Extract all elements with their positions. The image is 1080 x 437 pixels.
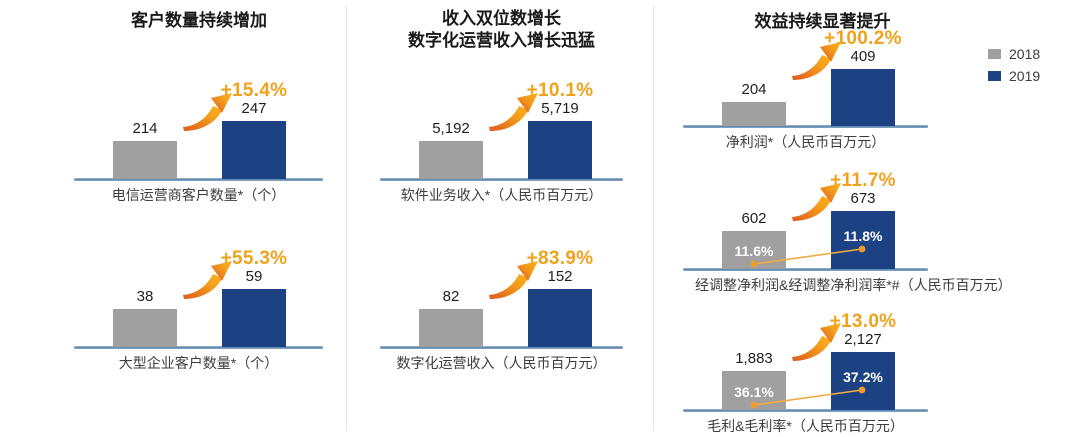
value-2019: 5,719	[541, 100, 579, 117]
bar-2019	[528, 121, 592, 179]
bar-2019	[831, 69, 895, 126]
bar-2019	[831, 352, 895, 410]
column-title-profitability: 效益持续显著提升	[700, 11, 945, 33]
margin-2018: 36.1%	[734, 384, 774, 400]
x-axis-label: 大型企业客户数量*（个）	[118, 355, 279, 371]
legend: 2018 2019	[988, 46, 1040, 90]
bar-2018	[419, 141, 483, 179]
growth-label: +100.2%	[824, 28, 902, 49]
value-2018: 214	[132, 120, 158, 137]
value-2019: 152	[547, 268, 573, 285]
chart-software-business-revenue: +10.1% 5,192 5,719 软件业务收入*（人民币百万元）	[380, 76, 623, 205]
growth-label: +10.1%	[526, 80, 594, 101]
growth-arrow-icon	[183, 261, 232, 299]
legend-label-2018: 2018	[1009, 46, 1041, 62]
legend-item-2018: 2018	[988, 46, 1040, 62]
growth-label: +11.7%	[830, 170, 896, 191]
column-title-customers: 客户数量持续增加	[74, 10, 324, 32]
column-divider	[346, 6, 347, 431]
axis-baseline	[683, 409, 928, 412]
growth-label: +83.9%	[526, 248, 594, 269]
value-2018: 602	[741, 210, 767, 227]
margin-trend-connector	[750, 245, 866, 268]
chart-large-enterprise-customers: +55.3% 38 59 大型企业客户数量*（个）	[74, 244, 323, 373]
plot-area: +100.2% 204 409	[683, 23, 928, 128]
legend-swatch-2018	[988, 49, 1001, 59]
plot-area: +83.9% 82 152	[380, 244, 623, 349]
value-2018: 204	[741, 81, 767, 98]
bar-2019	[528, 289, 592, 347]
axis-baseline	[74, 346, 323, 349]
x-axis-label: 软件业务收入*（人民币百万元）	[400, 187, 603, 203]
value-2018: 1,883	[735, 350, 773, 367]
plot-area: +10.1% 5,192 5,719	[380, 76, 623, 181]
growth-arrow-icon	[489, 93, 538, 131]
value-2019: 409	[850, 48, 876, 65]
legend-item-2019: 2019	[988, 68, 1040, 84]
chart-digital-operation-revenue: +83.9% 82 152 数字化运营收入（人民币百万元）	[380, 244, 623, 373]
legend-label-2019: 2019	[1009, 68, 1041, 84]
chart-adjusted-net-profit-margin: +11.7% 11.6% 11.8% 602 673 经调整净利润&经调整净利润…	[683, 166, 1012, 295]
x-axis-label: 数字化运营收入（人民币百万元）	[396, 355, 607, 371]
growth-arrow-icon	[183, 93, 232, 131]
column-divider	[653, 6, 654, 431]
plot-area: +15.4% 214 247	[74, 76, 323, 181]
chart-telecom-operator-customers: +15.4% 214 247 电信运营商客户数量*（个）	[74, 76, 323, 205]
margin-2018: 11.6%	[734, 243, 774, 259]
bar-2018	[113, 309, 177, 347]
growth-arrow-icon	[792, 323, 841, 361]
column-title-revenue: 收入双位数增长 数字化运营收入增长迅猛	[380, 8, 623, 52]
x-axis-label: 经调整净利润&经调整净利润率*#（人民币百万元）	[695, 277, 1012, 293]
x-axis-label: 净利润*（人民币百万元）	[725, 134, 886, 150]
chart-net-profit: +100.2% 204 409 净利润*（人民币百万元）	[683, 23, 928, 152]
bar-2019	[222, 289, 286, 347]
growth-label: +13.0%	[829, 311, 897, 332]
bar-2019	[222, 121, 286, 179]
growth-label: +15.4%	[220, 80, 288, 101]
margin-2019: 37.2%	[843, 369, 883, 385]
axis-baseline	[380, 178, 623, 181]
growth-arrow-icon	[792, 183, 841, 221]
plot-area: +11.7% 11.6% 11.8% 602 673	[683, 166, 928, 271]
bar-2018	[113, 141, 177, 179]
value-2019: 2,127	[844, 331, 882, 348]
bar-2019	[831, 211, 895, 269]
title-line: 数字化运营收入增长迅猛	[408, 31, 595, 50]
growth-arrow-icon	[792, 42, 841, 80]
plot-area: +55.3% 38 59	[74, 244, 323, 349]
value-2019: 59	[245, 268, 263, 285]
axis-baseline	[683, 125, 928, 128]
margin-trend-connector	[750, 386, 866, 409]
x-axis-label: 电信运营商客户数量*（个）	[111, 187, 286, 203]
growth-label: +55.3%	[220, 248, 288, 269]
value-2019: 247	[241, 100, 267, 117]
title-line: 客户数量持续增加	[131, 11, 267, 30]
axis-baseline	[74, 178, 323, 181]
value-2019: 673	[850, 190, 876, 207]
title-line: 效益持续显著提升	[754, 12, 891, 31]
x-axis-label: 毛利&毛利率*（人民币百万元）	[707, 418, 904, 434]
value-2018: 82	[442, 288, 460, 305]
chart-gross-profit-margin: +13.0% 36.1% 37.2% 1,883 2,127 毛利&毛利率*（人…	[683, 307, 928, 436]
plot-area: +13.0% 36.1% 37.2% 1,883 2,127	[683, 307, 928, 412]
margin-2019: 11.8%	[843, 228, 883, 244]
axis-baseline	[683, 268, 928, 271]
value-2018: 38	[136, 288, 154, 305]
legend-swatch-2019	[988, 71, 1001, 81]
axis-baseline	[380, 346, 623, 349]
title-line: 收入双位数增长	[442, 9, 561, 28]
growth-arrow-icon	[489, 261, 538, 299]
value-2018: 5,192	[432, 120, 470, 137]
bar-2018	[419, 309, 483, 347]
bar-2018	[722, 102, 786, 126]
